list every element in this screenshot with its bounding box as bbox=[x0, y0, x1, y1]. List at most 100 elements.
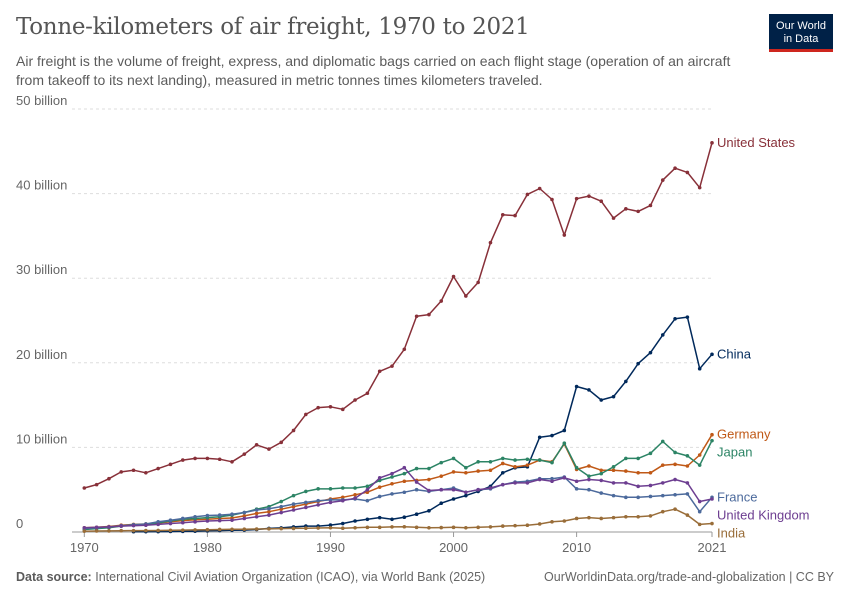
data-point bbox=[599, 491, 604, 495]
data-point bbox=[636, 484, 640, 489]
data-point bbox=[316, 498, 320, 503]
data-point bbox=[611, 216, 616, 220]
series-india[interactable] bbox=[82, 507, 714, 533]
owid-logo[interactable]: Our World in Data bbox=[769, 14, 833, 52]
data-point bbox=[710, 438, 714, 443]
data-point bbox=[279, 499, 284, 504]
data-point bbox=[365, 484, 370, 489]
x-axis: 1970 1980 1990 2000 2010 2021 bbox=[70, 531, 726, 555]
data-point bbox=[353, 486, 357, 490]
data-point bbox=[267, 447, 271, 451]
data-point bbox=[476, 280, 480, 285]
data-point bbox=[267, 506, 271, 511]
data-point bbox=[377, 525, 382, 530]
gridlines bbox=[72, 108, 712, 448]
data-point bbox=[414, 525, 419, 530]
data-point bbox=[648, 470, 653, 475]
data-point bbox=[414, 480, 419, 484]
series-line bbox=[84, 440, 713, 531]
data-point bbox=[119, 524, 124, 528]
data-point bbox=[168, 528, 173, 533]
data-point bbox=[402, 515, 407, 519]
data-point bbox=[168, 518, 173, 522]
data-point bbox=[500, 456, 505, 461]
data-point bbox=[710, 521, 714, 526]
data-point bbox=[254, 511, 259, 516]
data-point bbox=[267, 527, 271, 531]
data-point bbox=[587, 487, 591, 492]
data-point bbox=[451, 274, 456, 279]
data-point bbox=[402, 465, 407, 470]
data-point bbox=[377, 494, 382, 499]
data-point bbox=[304, 526, 308, 530]
data-point bbox=[291, 508, 296, 512]
data-point bbox=[599, 398, 604, 402]
data-point bbox=[304, 412, 308, 417]
data-point bbox=[427, 525, 431, 530]
data-point bbox=[525, 463, 530, 467]
data-point bbox=[217, 527, 222, 532]
data-point bbox=[648, 350, 653, 355]
x-tick-label: 1990 bbox=[316, 540, 345, 555]
series-united-kingdom[interactable] bbox=[82, 465, 714, 530]
data-point bbox=[340, 526, 345, 530]
data-point bbox=[328, 487, 333, 491]
data-point bbox=[131, 523, 136, 528]
data-point bbox=[427, 509, 431, 513]
data-point bbox=[710, 432, 714, 437]
series-line bbox=[84, 476, 713, 530]
data-point bbox=[500, 212, 505, 217]
chart-title: Tonne-kilometers of air freight, 1970 to… bbox=[16, 14, 530, 40]
data-point bbox=[390, 471, 394, 476]
series-line bbox=[84, 142, 713, 489]
data-point bbox=[636, 514, 640, 519]
data-point bbox=[439, 525, 444, 530]
data-point bbox=[353, 398, 357, 402]
data-point bbox=[525, 523, 530, 528]
data-point bbox=[279, 526, 284, 531]
data-point bbox=[205, 519, 210, 523]
footer-url[interactable]: OurWorldinData.org/trade-and-globalizati… bbox=[544, 570, 834, 584]
data-point bbox=[574, 516, 579, 521]
data-point bbox=[230, 518, 234, 522]
data-point bbox=[488, 468, 493, 473]
data-point bbox=[205, 513, 210, 518]
data-point bbox=[439, 299, 444, 303]
data-point bbox=[451, 497, 456, 501]
data-point bbox=[624, 456, 628, 461]
series-china[interactable] bbox=[131, 315, 714, 534]
y-tick-label: 10 billion bbox=[16, 431, 67, 446]
x-tick-label: 2000 bbox=[439, 540, 468, 555]
data-point bbox=[648, 514, 653, 518]
data-point bbox=[636, 470, 640, 475]
data-point bbox=[660, 333, 665, 337]
data-point bbox=[242, 510, 247, 515]
data-point bbox=[82, 486, 87, 490]
logo-line-1: Our World bbox=[776, 19, 826, 32]
data-point bbox=[390, 364, 394, 368]
data-point bbox=[525, 192, 530, 197]
data-point bbox=[488, 240, 493, 245]
data-point bbox=[217, 513, 222, 517]
data-point bbox=[242, 514, 247, 518]
data-point bbox=[316, 405, 320, 410]
data-point bbox=[439, 474, 444, 478]
data-point bbox=[624, 207, 628, 211]
data-source-label: Data source: bbox=[16, 570, 92, 584]
data-point bbox=[340, 486, 345, 490]
data-point bbox=[636, 495, 640, 500]
data-point bbox=[427, 488, 431, 493]
data-point bbox=[636, 456, 640, 461]
series-line bbox=[133, 316, 713, 533]
data-point bbox=[94, 525, 99, 530]
data-point bbox=[267, 509, 271, 514]
data-point bbox=[217, 518, 222, 523]
end-label-japan: Japan bbox=[717, 445, 752, 460]
data-point bbox=[131, 528, 136, 533]
data-point bbox=[267, 513, 271, 517]
data-point bbox=[377, 369, 382, 374]
data-point bbox=[414, 466, 419, 471]
data-point bbox=[476, 525, 480, 530]
data-point bbox=[464, 525, 468, 530]
series-united-states[interactable] bbox=[82, 141, 714, 490]
